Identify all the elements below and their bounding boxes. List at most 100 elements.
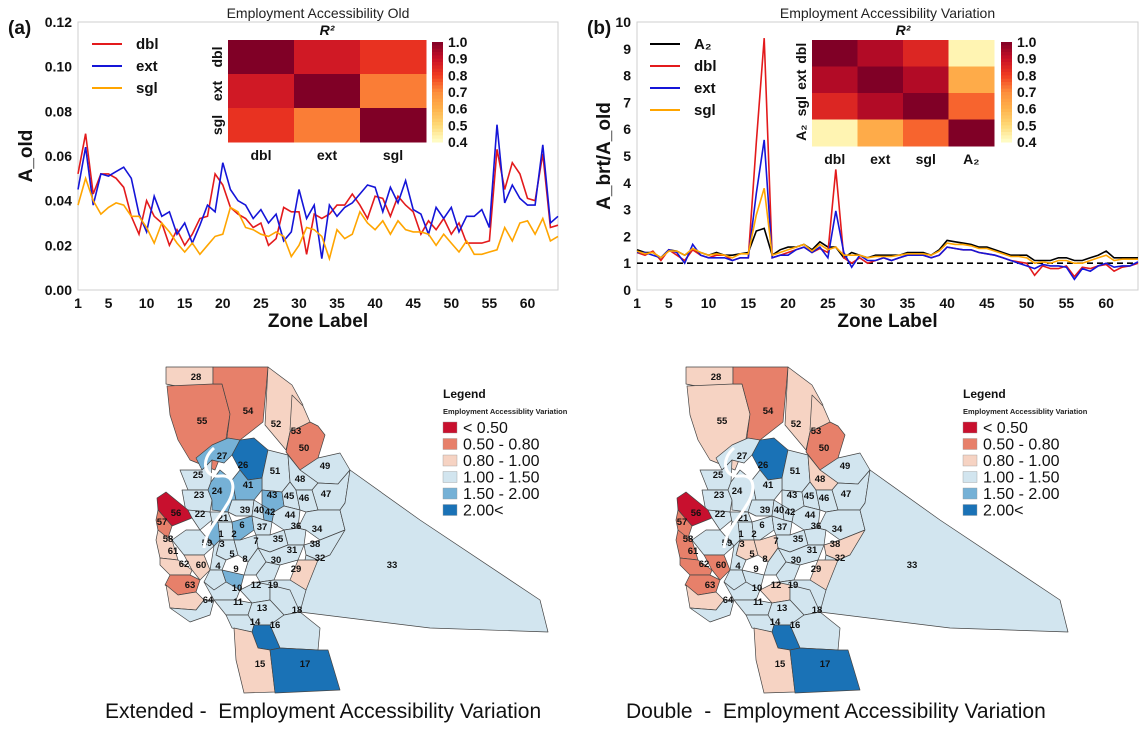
zone-27 — [715, 437, 761, 471]
colorbar-segment — [432, 118, 443, 123]
zone-label-49: 49 — [840, 461, 851, 472]
caption-extended: Extended - Employment Accessibility Vari… — [105, 700, 542, 723]
heatmap-cell — [812, 40, 858, 67]
legend-label-2-00: 2.00< — [983, 503, 1023, 520]
legend-label-1-50-2-00: 1.50 - 2.00 — [463, 486, 540, 503]
x-tick-label: 15 — [177, 295, 193, 311]
colorbar-segment — [1001, 128, 1012, 133]
zone-label-55: 55 — [717, 416, 728, 427]
zone-label-1: 1 — [738, 529, 744, 540]
x-tick-label: 10 — [139, 295, 155, 311]
zone-label-52: 52 — [271, 419, 282, 430]
colorbar-segment — [1001, 88, 1012, 93]
colorbar-segment — [432, 75, 443, 80]
heatmap-cell — [812, 66, 858, 94]
zone-label-38: 38 — [830, 539, 841, 550]
heatmap-cell — [360, 40, 427, 75]
zone-label-25: 25 — [193, 470, 204, 481]
y-tick-label: 8 — [623, 68, 631, 84]
zone-label-43: 43 — [787, 490, 798, 501]
zone-17 — [269, 647, 341, 694]
zone-label-30: 30 — [791, 555, 802, 566]
x-tick-label: 25 — [820, 295, 836, 311]
legend-label-0-50-0-80: 0.50 - 0.80 — [983, 437, 1060, 454]
colorbar-tick: 0.9 — [1017, 51, 1037, 67]
legend-swatch-2-00 — [442, 504, 458, 516]
zone-label-25: 25 — [713, 470, 724, 481]
colorbar-segment — [1001, 125, 1012, 130]
y-tick-label: 0.06 — [45, 148, 72, 164]
zone-label-8: 8 — [242, 554, 247, 565]
zone-label-7: 7 — [253, 536, 258, 547]
x-tick-label: 45 — [405, 295, 421, 311]
zone-label-26: 26 — [758, 460, 769, 471]
legend-subtitle: Employment Accessiblity Variation — [963, 407, 1088, 416]
legend-label-sgl: sgl — [694, 102, 716, 119]
zone-60 — [183, 554, 211, 581]
zone-label-50: 50 — [299, 443, 310, 454]
x-tick-label: 30 — [860, 295, 876, 311]
zone-label-45: 45 — [804, 491, 815, 502]
zone-label-22: 22 — [195, 509, 206, 520]
zone-label-44: 44 — [805, 510, 816, 521]
x-axis-label: Zone Label — [837, 311, 937, 332]
heatmap-cell — [903, 40, 949, 67]
heatmap-col-label: A₂ — [963, 151, 979, 167]
series-line-ext — [637, 139, 1139, 281]
colorbar-segment — [1001, 95, 1012, 100]
colorbar-segment — [1001, 42, 1012, 46]
zone-label-46: 46 — [299, 493, 310, 504]
colorbar-segment — [432, 88, 443, 93]
zone-6 — [231, 515, 255, 541]
colorbar-segment — [1001, 78, 1012, 83]
colorbar-segment — [1001, 55, 1012, 60]
colorbar-segment — [432, 108, 443, 113]
river-line — [722, 446, 755, 549]
legend-label-0-50: < 0.50 — [983, 420, 1028, 437]
y-tick-label: 0.12 — [45, 14, 72, 30]
zone-label-19: 19 — [788, 580, 799, 591]
zone-label-28: 28 — [191, 372, 202, 383]
heatmap-col-label: ext — [317, 147, 338, 163]
heatmap-title: R² — [896, 22, 911, 38]
heatmap-col-label: ext — [870, 151, 891, 167]
legend-label-0-50-0-80: 0.50 - 0.80 — [463, 437, 540, 454]
series-line-ext — [77, 124, 559, 259]
zone-label-23: 23 — [714, 490, 725, 501]
x-tick-label: 40 — [367, 295, 383, 311]
heatmap-cell — [903, 119, 949, 147]
legend-label-ext: ext — [136, 58, 158, 75]
legend-label-dbl: dbl — [136, 36, 159, 53]
colorbar-tick: 0.9 — [448, 51, 468, 67]
zone-label-61: 61 — [688, 546, 699, 557]
zone-label-10: 10 — [232, 583, 243, 594]
caption-double: Double - Employment Accessibility Variat… — [626, 700, 1046, 723]
colorbar-tick: 0.6 — [448, 101, 468, 117]
heatmap-cell — [228, 40, 295, 75]
zone-label-47: 47 — [841, 489, 852, 500]
colorbar-tick: 1.0 — [1017, 34, 1037, 50]
heatmap-cell — [360, 108, 427, 143]
zone-label-59: 59 — [722, 538, 733, 549]
colorbar-segment — [432, 42, 443, 46]
zone-label-42: 42 — [785, 507, 796, 518]
colorbar-segment — [1001, 112, 1012, 116]
series-ext — [637, 139, 1139, 281]
zone-17 — [789, 647, 861, 694]
colorbar-tick: 0.4 — [448, 134, 468, 150]
zone-label-11: 11 — [233, 597, 244, 608]
colorbar-segment — [1001, 75, 1012, 80]
zone-label-16: 16 — [790, 620, 801, 631]
colorbar-segment — [1001, 58, 1012, 63]
zone-label-54: 54 — [243, 406, 254, 417]
colorbar-tick: 0.5 — [448, 117, 468, 133]
x-tick-label: 45 — [979, 295, 995, 311]
zone-label-16: 16 — [270, 620, 281, 631]
zone-label-37: 37 — [777, 522, 788, 533]
zone-label-6: 6 — [759, 520, 764, 531]
zone-label-23: 23 — [194, 490, 205, 501]
zone-label-24: 24 — [732, 486, 743, 497]
heatmap-cell — [857, 40, 904, 67]
zone-39 — [227, 499, 255, 517]
zone-label-33: 33 — [907, 560, 918, 571]
